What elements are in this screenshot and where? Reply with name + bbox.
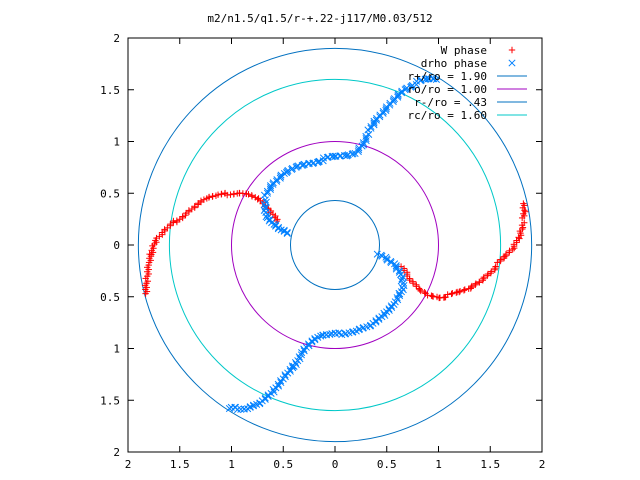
x-marker xyxy=(338,331,346,339)
y-tick-label: 1 xyxy=(113,136,120,149)
x-tick-label: 1.5 xyxy=(480,458,500,471)
x-marker xyxy=(270,220,278,228)
x-marker xyxy=(240,405,248,413)
y-tick-label: 0 xyxy=(113,239,120,252)
x-tick-label: 0.5 xyxy=(273,458,293,471)
y-tick-label: 1 xyxy=(113,343,120,356)
x-marker xyxy=(399,273,407,281)
x-marker xyxy=(430,75,438,83)
x-marker xyxy=(329,152,337,160)
x-marker xyxy=(280,227,288,235)
x-marker xyxy=(266,184,275,192)
x-marker xyxy=(331,329,339,337)
x-marker xyxy=(277,377,285,385)
legend-label: r-/ro = .43 xyxy=(414,96,487,109)
x-marker xyxy=(383,256,391,264)
x-marker xyxy=(370,121,378,129)
circle-rcro xyxy=(168,78,502,412)
y-tick-label: 1.5 xyxy=(100,84,120,97)
x-marker xyxy=(362,135,370,143)
x-marker xyxy=(422,75,430,83)
x-marker xyxy=(373,250,381,258)
circle-r-ro xyxy=(289,199,381,291)
x-marker xyxy=(295,353,303,361)
x-marker xyxy=(387,257,395,265)
x-marker xyxy=(298,348,306,357)
x-tick-label: 2 xyxy=(125,458,132,471)
x-marker xyxy=(392,262,400,270)
legend-label: r+/ro = 1.90 xyxy=(408,70,487,83)
series-markers xyxy=(141,75,529,414)
legend-label: ro/ro = 1.00 xyxy=(408,83,487,96)
series-drho-phase xyxy=(225,75,440,414)
x-marker xyxy=(382,253,390,261)
x-tick-label: 0.5 xyxy=(377,458,397,471)
x-marker xyxy=(398,275,406,283)
axis-ticks: 2 1.5 1 0.5 0 0.5 1 1.5 221.510.500.511.52 xyxy=(100,32,545,471)
x-marker xyxy=(378,252,386,260)
x-marker xyxy=(395,268,403,276)
radius-circles xyxy=(137,47,533,443)
y-tick-label: 1.5 xyxy=(100,394,120,407)
x-marker xyxy=(508,59,516,67)
x-marker xyxy=(328,330,336,338)
x-marker xyxy=(262,198,270,206)
x-tick-label: 1 xyxy=(228,458,235,471)
x-marker xyxy=(288,362,296,370)
x-marker xyxy=(300,345,308,353)
legend-label: drho phase xyxy=(421,57,487,70)
x-tick-label: 0 xyxy=(332,458,339,471)
x-marker xyxy=(432,75,440,83)
x-marker xyxy=(349,149,357,158)
series-w-phase xyxy=(141,189,529,302)
x-marker xyxy=(272,221,280,229)
x-marker xyxy=(261,203,269,211)
legend-label: W phase xyxy=(441,44,487,57)
x-marker xyxy=(319,331,327,339)
x-marker xyxy=(429,75,437,83)
x-marker xyxy=(393,294,401,302)
x-tick-label: 1 xyxy=(435,458,442,471)
x-marker xyxy=(268,219,276,227)
x-marker xyxy=(319,157,327,165)
x-marker xyxy=(280,226,288,234)
x-marker xyxy=(395,289,403,298)
x-marker xyxy=(359,141,368,149)
x-marker xyxy=(266,215,274,223)
x-marker xyxy=(225,404,233,413)
legend-label: rc/ro = 1.60 xyxy=(408,109,487,122)
circle-roro xyxy=(231,141,439,349)
x-marker xyxy=(237,405,245,413)
y-tick-label: 0.5 xyxy=(100,291,120,304)
circle-r+ro xyxy=(137,47,533,443)
x-marker xyxy=(293,162,301,170)
y-tick-label: 2 xyxy=(113,32,120,45)
x-marker xyxy=(262,204,270,212)
x-tick-label: 2 xyxy=(539,458,546,471)
x-tick-label: 1.5 xyxy=(170,458,190,471)
y-tick-label: 2 xyxy=(113,446,120,459)
x-marker xyxy=(263,189,272,197)
y-tick-label: 0.5 xyxy=(100,187,120,200)
chart-title: m2/n1.5/q1.5/r-+.22-j117/M0.03/512 xyxy=(207,12,432,25)
x-marker xyxy=(387,259,395,267)
x-marker xyxy=(265,217,273,225)
x-marker xyxy=(399,279,408,287)
x-marker xyxy=(281,371,289,379)
x-marker xyxy=(383,255,391,263)
x-marker xyxy=(283,228,291,236)
x-marker xyxy=(395,267,403,275)
